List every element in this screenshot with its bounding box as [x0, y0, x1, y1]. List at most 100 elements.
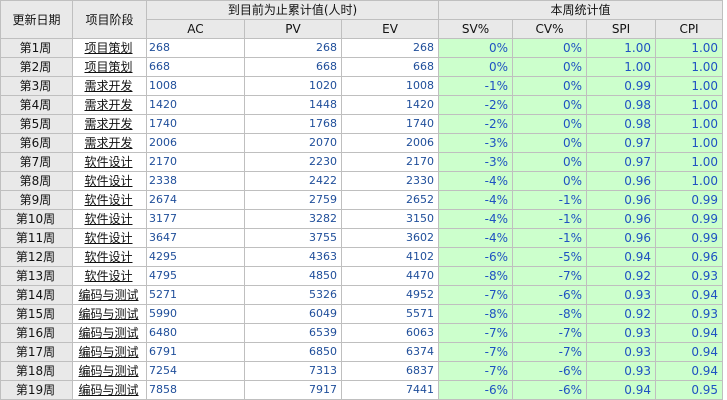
cell-week[interactable]: 第6周 [0, 133, 73, 153]
cell-pv[interactable]: 268 [244, 38, 342, 58]
cell-ac[interactable]: 2006 [146, 133, 245, 153]
cell-ev[interactable]: 668 [340, 57, 440, 77]
cell-spi[interactable]: 1.00 [586, 57, 657, 77]
cell-sv-pct[interactable]: -4% [438, 190, 514, 210]
cell-ac[interactable]: 2170 [146, 152, 245, 172]
cell-ev[interactable]: 4952 [340, 285, 440, 305]
cell-ev[interactable]: 4470 [340, 266, 440, 286]
cell-ev[interactable]: 1740 [340, 114, 440, 134]
cell-spi[interactable]: 0.96 [586, 228, 657, 248]
cell-sv-pct[interactable]: -8% [438, 304, 514, 324]
cell-ev[interactable]: 4102 [340, 247, 440, 267]
cell-ev[interactable]: 268 [340, 38, 440, 58]
cell-ac[interactable]: 2674 [146, 190, 245, 210]
cell-week[interactable]: 第1周 [0, 38, 73, 58]
cell-cpi[interactable]: 1.00 [655, 38, 724, 58]
phase-link[interactable]: 需求开发 [84, 117, 133, 131]
cell-week[interactable]: 第18周 [0, 361, 73, 381]
cell-cv-pct[interactable]: -1% [512, 228, 588, 248]
cell-phase[interactable]: 项目策划 [72, 38, 147, 58]
cell-sv-pct[interactable]: -2% [438, 95, 514, 115]
cell-cv-pct[interactable]: -6% [512, 285, 588, 305]
cell-ac[interactable]: 3647 [146, 228, 245, 248]
cell-phase[interactable]: 编码与测试 [72, 323, 147, 343]
cell-spi[interactable]: 1.00 [586, 38, 657, 58]
cell-pv[interactable]: 7917 [244, 380, 342, 400]
cell-sv-pct[interactable]: -4% [438, 228, 514, 248]
cell-pv[interactable]: 7313 [244, 361, 342, 381]
cell-cpi[interactable]: 0.94 [655, 285, 724, 305]
cell-week[interactable]: 第3周 [0, 76, 73, 96]
cell-pv[interactable]: 6049 [244, 304, 342, 324]
cell-pv[interactable]: 2422 [244, 171, 342, 191]
cell-phase[interactable]: 需求开发 [72, 95, 147, 115]
cell-cv-pct[interactable]: -6% [512, 361, 588, 381]
cell-cpi[interactable]: 0.96 [655, 247, 724, 267]
phase-link[interactable]: 编码与测试 [78, 288, 139, 302]
phase-link[interactable]: 需求开发 [84, 136, 133, 150]
cell-phase[interactable]: 编码与测试 [72, 380, 147, 400]
cell-ev[interactable]: 6837 [340, 361, 440, 381]
cell-phase[interactable]: 需求开发 [72, 114, 147, 134]
cell-phase[interactable]: 需求开发 [72, 133, 147, 153]
cell-phase[interactable]: 软件设计 [72, 171, 147, 191]
cell-phase[interactable]: 编码与测试 [72, 342, 147, 362]
header-ac[interactable]: AC [146, 19, 245, 39]
cell-spi[interactable]: 0.93 [586, 285, 657, 305]
phase-link[interactable]: 软件设计 [84, 155, 133, 169]
phase-link[interactable]: 软件设计 [84, 193, 133, 207]
cell-pv[interactable]: 6539 [244, 323, 342, 343]
cell-cpi[interactable]: 1.00 [655, 95, 724, 115]
cell-spi[interactable]: 0.92 [586, 304, 657, 324]
cell-spi[interactable]: 0.96 [586, 171, 657, 191]
cell-pv[interactable]: 4850 [244, 266, 342, 286]
cell-spi[interactable]: 0.99 [586, 76, 657, 96]
cell-ac[interactable]: 1008 [146, 76, 245, 96]
cell-cpi[interactable]: 0.94 [655, 361, 724, 381]
cell-spi[interactable]: 0.93 [586, 342, 657, 362]
cell-cv-pct[interactable]: -6% [512, 380, 588, 400]
header-pv[interactable]: PV [244, 19, 342, 39]
cell-sv-pct[interactable]: -4% [438, 209, 514, 229]
cell-cv-pct[interactable]: 0% [512, 95, 588, 115]
cell-cpi[interactable]: 1.00 [655, 171, 724, 191]
phase-link[interactable]: 编码与测试 [78, 345, 139, 359]
cell-cv-pct[interactable]: -7% [512, 342, 588, 362]
cell-ac[interactable]: 4295 [146, 247, 245, 267]
cell-sv-pct[interactable]: -3% [438, 133, 514, 153]
phase-link[interactable]: 项目策划 [84, 41, 133, 55]
cell-ev[interactable]: 2006 [340, 133, 440, 153]
cell-cpi[interactable]: 1.00 [655, 152, 724, 172]
cell-week[interactable]: 第11周 [0, 228, 73, 248]
cell-pv[interactable]: 6850 [244, 342, 342, 362]
cell-cv-pct[interactable]: 0% [512, 57, 588, 77]
cell-pv[interactable]: 1448 [244, 95, 342, 115]
cell-ac[interactable]: 268 [146, 38, 245, 58]
cell-cpi[interactable]: 1.00 [655, 133, 724, 153]
cell-week[interactable]: 第15周 [0, 304, 73, 324]
cell-week[interactable]: 第8周 [0, 171, 73, 191]
cell-cv-pct[interactable]: 0% [512, 171, 588, 191]
cell-cpi[interactable]: 0.99 [655, 209, 724, 229]
phase-link[interactable]: 软件设计 [84, 231, 133, 245]
cell-cv-pct[interactable]: 0% [512, 76, 588, 96]
header-sv-pct[interactable]: SV% [438, 19, 514, 39]
cell-phase[interactable]: 软件设计 [72, 228, 147, 248]
cell-sv-pct[interactable]: -7% [438, 285, 514, 305]
cell-cpi[interactable]: 0.94 [655, 342, 724, 362]
phase-link[interactable]: 编码与测试 [78, 326, 139, 340]
cell-phase[interactable]: 软件设计 [72, 266, 147, 286]
phase-link[interactable]: 软件设计 [84, 250, 133, 264]
cell-cpi[interactable]: 1.00 [655, 114, 724, 134]
cell-cv-pct[interactable]: -7% [512, 323, 588, 343]
cell-cpi[interactable]: 0.95 [655, 380, 724, 400]
cell-pv[interactable]: 1020 [244, 76, 342, 96]
cell-ev[interactable]: 2330 [340, 171, 440, 191]
cell-sv-pct[interactable]: -6% [438, 380, 514, 400]
cell-week[interactable]: 第19周 [0, 380, 73, 400]
cell-spi[interactable]: 0.98 [586, 95, 657, 115]
cell-week[interactable]: 第13周 [0, 266, 73, 286]
phase-link[interactable]: 软件设计 [84, 212, 133, 226]
cell-week[interactable]: 第7周 [0, 152, 73, 172]
cell-week[interactable]: 第14周 [0, 285, 73, 305]
